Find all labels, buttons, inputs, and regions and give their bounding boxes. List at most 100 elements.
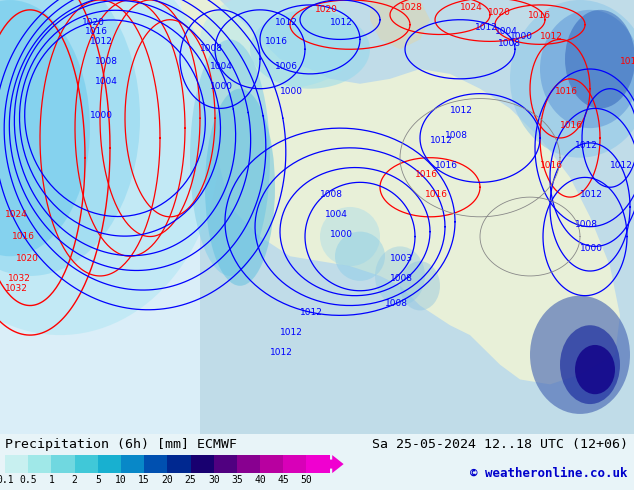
Bar [144, 455, 167, 473]
Text: 1020: 1020 [315, 5, 338, 14]
Bar [237, 455, 260, 473]
Bar [75, 455, 98, 473]
Text: 1016: 1016 [435, 161, 458, 170]
Text: 1032: 1032 [8, 274, 31, 283]
Ellipse shape [575, 345, 615, 394]
Text: 1012: 1012 [90, 37, 113, 47]
Bar [260, 455, 283, 473]
Text: 1020: 1020 [16, 254, 39, 263]
Text: 40: 40 [254, 475, 266, 486]
Text: 1016: 1016 [528, 11, 551, 20]
Ellipse shape [205, 89, 275, 286]
Text: 50: 50 [301, 475, 313, 486]
Text: 1016: 1016 [560, 121, 583, 130]
Ellipse shape [510, 0, 634, 158]
Text: 1012: 1012 [280, 328, 303, 337]
Text: 1016: 1016 [425, 190, 448, 199]
Text: 1006: 1006 [275, 62, 298, 71]
Text: 1020: 1020 [488, 8, 511, 17]
Ellipse shape [0, 0, 220, 335]
Text: © weatheronline.co.uk: © weatheronline.co.uk [470, 466, 628, 480]
Text: 1032: 1032 [5, 284, 28, 293]
Text: 0.5: 0.5 [20, 475, 37, 486]
Ellipse shape [530, 295, 630, 414]
Text: 1000: 1000 [580, 245, 603, 253]
Text: 1012: 1012 [580, 190, 603, 199]
Text: 1012: 1012 [610, 161, 633, 170]
Bar [98, 455, 121, 473]
Text: 1000: 1000 [280, 87, 303, 96]
Text: 1: 1 [49, 475, 55, 486]
Polygon shape [180, 0, 620, 384]
Text: 1016: 1016 [415, 171, 438, 179]
Text: 45: 45 [278, 475, 289, 486]
Ellipse shape [250, 10, 370, 89]
Ellipse shape [0, 0, 90, 256]
Ellipse shape [540, 10, 634, 128]
Text: 1012: 1012 [575, 141, 598, 150]
Text: 1004: 1004 [495, 27, 518, 36]
Text: 10: 10 [115, 475, 127, 486]
Bar [283, 455, 306, 473]
Ellipse shape [0, 0, 140, 276]
Text: 1012: 1012 [275, 18, 298, 26]
Text: 1000: 1000 [510, 32, 533, 42]
Text: 1008: 1008 [390, 274, 413, 283]
Text: 1012: 1012 [620, 57, 634, 66]
Text: 1008: 1008 [385, 298, 408, 308]
Text: 1016: 1016 [555, 87, 578, 96]
Text: 1016: 1016 [265, 37, 288, 47]
Text: 1004: 1004 [325, 210, 348, 219]
Text: 1004: 1004 [210, 62, 233, 71]
Text: 25: 25 [184, 475, 197, 486]
Ellipse shape [190, 39, 270, 276]
Ellipse shape [560, 325, 620, 404]
Ellipse shape [335, 232, 385, 281]
Bar [191, 455, 214, 473]
Text: 0.1: 0.1 [0, 475, 14, 486]
Ellipse shape [200, 0, 360, 89]
Text: 5: 5 [95, 475, 101, 486]
Text: Precipitation (6h) [mm] ECMWF: Precipitation (6h) [mm] ECMWF [5, 438, 237, 451]
Text: 1000: 1000 [90, 111, 113, 120]
Ellipse shape [400, 261, 440, 311]
Text: 1008: 1008 [320, 190, 343, 199]
Text: 1000: 1000 [210, 82, 233, 91]
Text: 20: 20 [162, 475, 173, 486]
Text: 1012: 1012 [330, 18, 353, 26]
Ellipse shape [375, 246, 425, 306]
Text: 1024: 1024 [5, 210, 28, 219]
Text: 1012: 1012 [270, 348, 293, 357]
Text: 2: 2 [72, 475, 77, 486]
Bar [5, 455, 29, 473]
Text: 1012: 1012 [450, 106, 473, 115]
Text: 1028: 1028 [400, 3, 423, 12]
Text: 1024: 1024 [460, 3, 482, 12]
Text: 35: 35 [231, 475, 243, 486]
FancyArrow shape [330, 455, 344, 473]
Text: 1012: 1012 [300, 308, 323, 318]
Text: 1003: 1003 [390, 254, 413, 263]
Bar [51, 455, 75, 473]
Text: 1012: 1012 [430, 136, 453, 145]
Text: 1012: 1012 [475, 23, 498, 31]
Text: Sa 25-05-2024 12..18 UTC (12+06): Sa 25-05-2024 12..18 UTC (12+06) [372, 438, 628, 451]
Text: 1008: 1008 [200, 44, 223, 53]
Text: 15: 15 [138, 475, 150, 486]
Ellipse shape [565, 10, 634, 108]
Text: 1000: 1000 [330, 229, 353, 239]
Text: 1008: 1008 [95, 57, 118, 66]
Ellipse shape [320, 207, 380, 266]
Bar [306, 455, 330, 473]
Bar [0, 0, 200, 434]
Text: 1016: 1016 [12, 231, 35, 241]
Text: 1016: 1016 [85, 27, 108, 36]
Bar [167, 455, 191, 473]
Text: 1008: 1008 [575, 220, 598, 229]
Bar [29, 455, 51, 473]
Polygon shape [370, 0, 430, 49]
Text: 1008: 1008 [498, 39, 521, 49]
Bar [121, 455, 144, 473]
Text: 1012: 1012 [540, 32, 563, 42]
Text: 30: 30 [208, 475, 219, 486]
